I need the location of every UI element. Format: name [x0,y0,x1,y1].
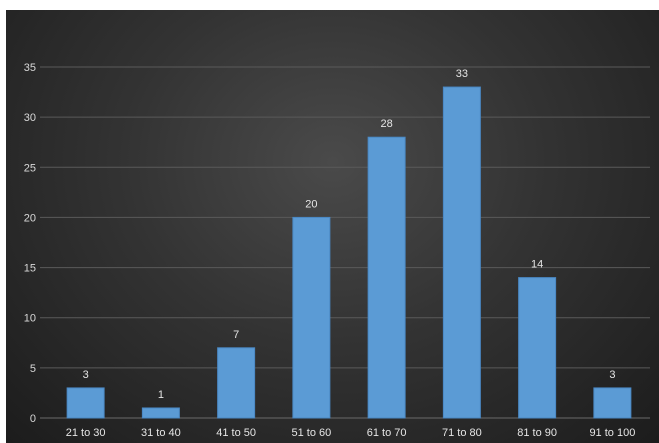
bars [66,86,632,419]
data-label: 28 [381,118,393,130]
data-labels: 3 1 7 20 28 33 14 3 [83,68,616,401]
data-label: 1 [158,389,164,401]
data-label: 14 [531,259,543,271]
bar-31-to-40 [141,407,180,419]
data-label: 7 [233,329,239,341]
bar-61-to-70 [367,136,406,419]
bar-51-to-60 [292,216,331,419]
data-label: 3 [83,369,89,381]
y-tick-label: 5 [30,363,36,375]
y-axis-ticks: 0 5 10 15 20 25 30 35 [24,62,36,425]
bar-71-to-80 [442,86,481,419]
x-category-label: 61 to 70 [367,427,407,439]
y-tick-label: 20 [24,212,36,224]
y-tick-label: 30 [24,112,36,124]
y-tick-label: 25 [24,162,36,174]
x-category-label: 31 to 40 [141,427,181,439]
x-category-label: 51 to 60 [291,427,331,439]
y-tick-label: 0 [30,413,36,425]
bar-21-to-30 [66,387,105,419]
x-category-label: 41 to 50 [216,427,256,439]
data-label: 3 [609,369,615,381]
x-category-label: 71 to 80 [442,427,482,439]
y-tick-label: 15 [24,263,36,275]
x-axis-categories: 21 to 30 31 to 40 41 to 50 51 to 60 61 to 70… [66,427,636,439]
x-category-label: 21 to 30 [66,427,106,439]
bar-91-to-100 [593,387,632,419]
x-category-label: 81 to 90 [517,427,557,439]
y-tick-label: 10 [24,313,36,325]
x-category-label: 91 to 100 [589,427,635,439]
bar-41-to-50 [217,347,256,419]
y-tick-label: 35 [24,62,36,74]
bar-81-to-90 [518,277,557,419]
data-label: 33 [456,68,468,80]
gridlines [40,66,650,419]
data-label: 20 [305,198,317,210]
